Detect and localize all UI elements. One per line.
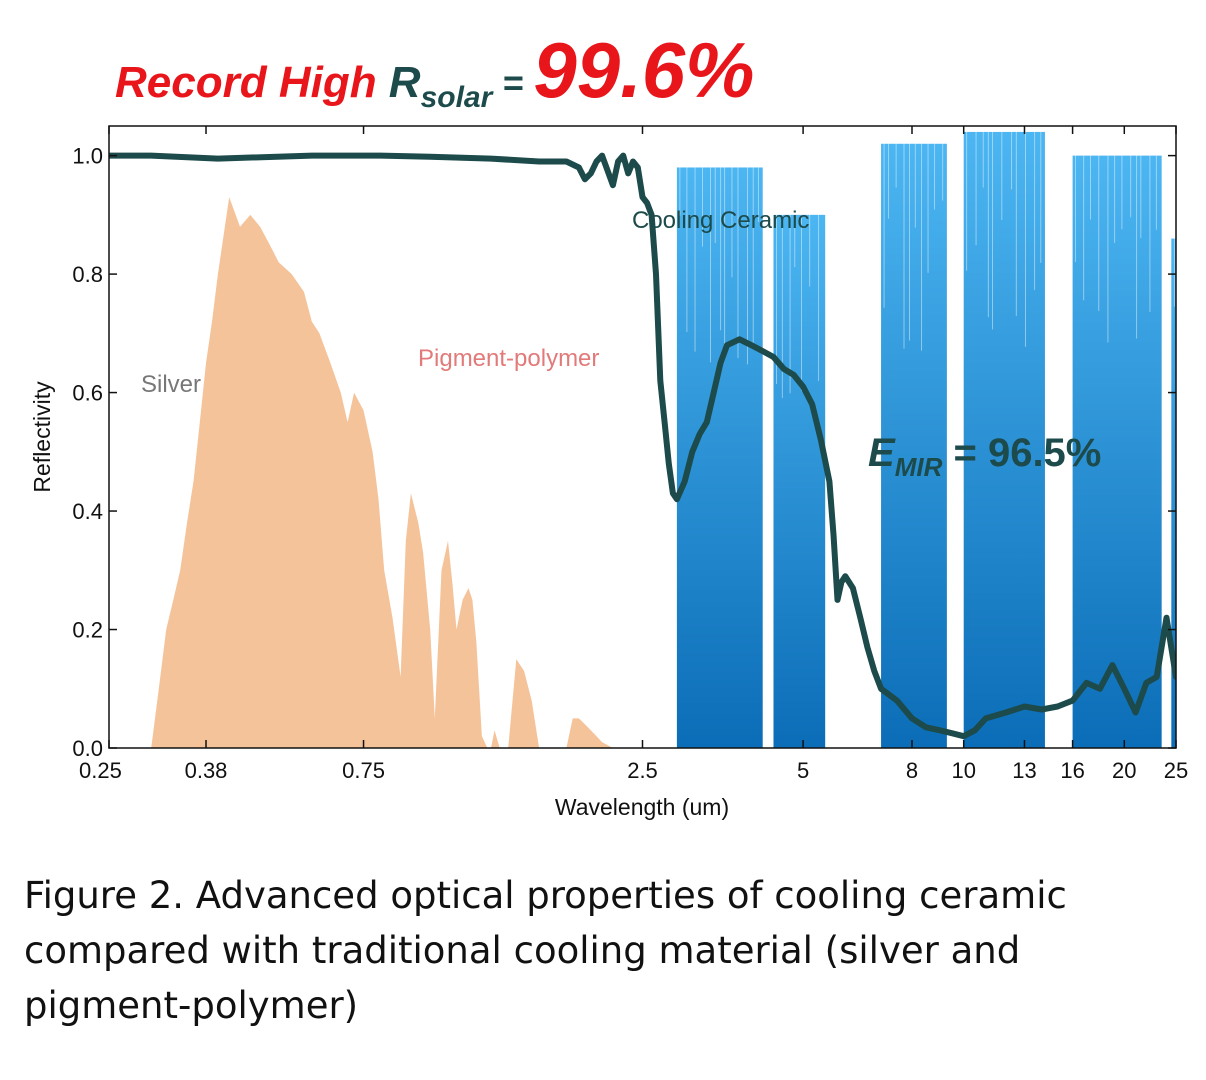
figure-caption: Figure 2. Advanced optical properties of… <box>24 874 1067 1027</box>
x-tick: 0.25 <box>79 126 122 783</box>
x-tick-label: 2.5 <box>627 758 658 783</box>
x-tick-label: 10 <box>951 758 975 783</box>
x-tick-label: 20 <box>1112 758 1136 783</box>
y-tick: 0.0 <box>72 736 1176 761</box>
x-tick: 10 <box>951 126 976 783</box>
y-tick: 0.8 <box>72 262 1176 287</box>
x-tick: 5 <box>797 126 809 783</box>
x-tick-label: 8 <box>906 758 918 783</box>
atmo-band <box>773 213 826 748</box>
headline-value: 99.6% <box>533 26 754 114</box>
x-tick-label: 16 <box>1060 758 1084 783</box>
atmo-band <box>881 142 947 748</box>
y-tick: 0.4 <box>72 499 1176 524</box>
x-tick-label: 0.25 <box>79 758 122 783</box>
x-tick-label: 0.75 <box>342 758 385 783</box>
y-tick: 0.6 <box>72 381 1176 406</box>
x-axis-label: Wavelength (um) <box>555 794 729 820</box>
emir-subscript: MIR <box>895 452 943 482</box>
y-tick-label: 0.0 <box>72 736 103 761</box>
x-tick-label: 13 <box>1012 758 1036 783</box>
y-tick: 0.2 <box>72 618 1176 643</box>
annotation-silver: Silver <box>141 371 201 398</box>
y-axis-ticks: 0.0 0.2 0.4 0.6 0.8 1.0 <box>72 144 1176 761</box>
x-tick-label: 5 <box>797 758 809 783</box>
x-tick: 20 <box>1112 126 1137 783</box>
y-tick-label: 0.4 <box>72 499 103 524</box>
annotation-cooling-ceramic: Cooling Ceramic <box>632 207 809 234</box>
headline-r-symbol: R <box>389 58 421 107</box>
headline-record-text: Record High <box>115 58 389 107</box>
x-tick: 2.5 <box>627 126 658 783</box>
silver-area <box>151 197 638 748</box>
x-tick: 13 <box>1012 126 1037 783</box>
emir-value: = 96.5% <box>942 431 1101 475</box>
x-tick-label: 0.38 <box>185 758 228 783</box>
emir-symbol: E <box>868 431 896 475</box>
atmo-band <box>1171 237 1176 748</box>
reflectivity-chart: Record High Rsolar = 99.6% 0.00.20.40.60… <box>29 26 1188 820</box>
x-tick: 25 <box>1164 126 1188 783</box>
y-tick: 1.0 <box>72 144 1176 169</box>
x-axis-ticks: 0.25 0.38 0.75 2.5 5 8 10 13 16 20 25 <box>79 126 1188 783</box>
atmo-band <box>1072 154 1162 748</box>
y-tick-label: 0.2 <box>72 618 103 643</box>
y-tick-label: 1.0 <box>72 144 103 169</box>
cooling-ceramic-line <box>109 152 1176 740</box>
y-axis-label: Reflectivity <box>29 381 55 493</box>
x-tick: 0.38 <box>185 126 228 783</box>
x-tick: 8 <box>906 126 918 783</box>
silver-area-path <box>151 197 638 748</box>
x-tick-label: 25 <box>1164 758 1188 783</box>
headline-r-subscript: solar <box>421 81 495 114</box>
atmo-band <box>963 130 1045 748</box>
chart-headline: Record High Rsolar = 99.6% <box>115 26 755 114</box>
annotation-emir: EMIR = 96.5% <box>868 431 1101 482</box>
cooling-ceramic-path <box>109 152 1176 740</box>
x-tick: 0.75 <box>342 126 385 783</box>
y-tick-label: 0.8 <box>72 262 103 287</box>
x-tick: 16 <box>1060 126 1085 783</box>
headline-equals: = <box>492 62 533 103</box>
atmospheric-window-bands <box>676 130 1176 748</box>
annotation-pigment-polymer: Pigment-polymer <box>418 345 599 372</box>
y-tick-label: 0.6 <box>72 381 103 406</box>
